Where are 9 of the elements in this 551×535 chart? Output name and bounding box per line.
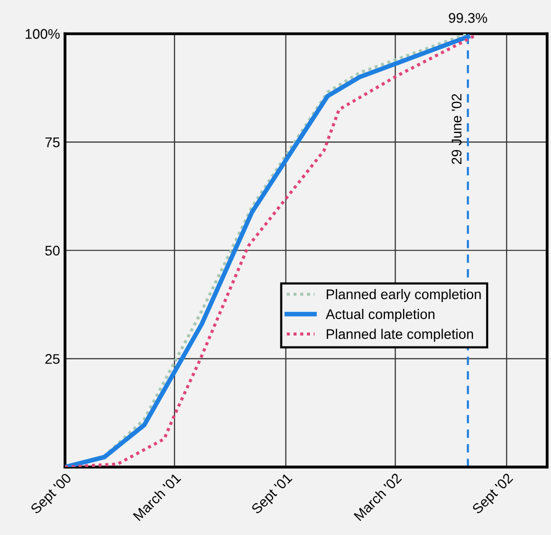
- ref-line-label: 29 June '02: [452, 94, 462, 164]
- legend-label: Planned late completion: [326, 328, 474, 342]
- annotation: 99.3%: [448, 13, 488, 23]
- y-tick-label: 50: [45, 246, 60, 256]
- y-tick-label: 100%: [26, 29, 60, 39]
- legend-label: Actual completion: [326, 308, 434, 322]
- y-tick-label: 25: [45, 354, 60, 364]
- y-tick-label: 75: [45, 138, 60, 148]
- legend-label: Planned early completion: [326, 289, 481, 302]
